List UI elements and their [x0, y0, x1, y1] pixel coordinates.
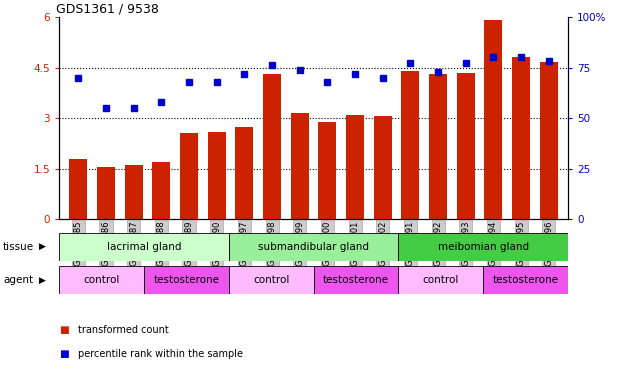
Text: lacrimal gland: lacrimal gland [107, 242, 181, 252]
Text: ▶: ▶ [39, 242, 46, 251]
Text: ▶: ▶ [39, 276, 46, 285]
Bar [483, 266, 568, 294]
Bar [314, 266, 399, 294]
Bar [152, 162, 170, 219]
Text: ■: ■ [59, 325, 69, 335]
Text: ■: ■ [59, 350, 69, 359]
Bar [229, 266, 314, 294]
Bar [97, 167, 115, 219]
Text: submandibular gland: submandibular gland [258, 242, 369, 252]
Text: control: control [253, 275, 289, 285]
Bar [319, 122, 337, 219]
Text: percentile rank within the sample: percentile rank within the sample [78, 350, 243, 359]
Bar [401, 71, 419, 219]
Text: testosterone: testosterone [493, 275, 559, 285]
Bar [291, 113, 309, 219]
Bar [457, 73, 475, 219]
Text: tissue: tissue [3, 242, 34, 252]
Bar [399, 232, 568, 261]
Text: agent: agent [3, 275, 34, 285]
Bar [125, 165, 143, 219]
Bar [59, 266, 144, 294]
Bar [540, 62, 558, 219]
Bar [208, 132, 226, 219]
Bar [144, 266, 229, 294]
Text: meibomian gland: meibomian gland [438, 242, 529, 252]
Bar [59, 232, 229, 261]
Text: testosterone: testosterone [153, 275, 219, 285]
Bar [70, 159, 88, 219]
Text: control: control [83, 275, 120, 285]
Bar [512, 57, 530, 219]
Text: testosterone: testosterone [323, 275, 389, 285]
Bar [235, 127, 253, 219]
Bar [263, 74, 281, 219]
Text: GDS1361 / 9538: GDS1361 / 9538 [57, 3, 160, 16]
Bar [346, 115, 364, 219]
Bar [374, 116, 392, 219]
Text: transformed count: transformed count [78, 325, 168, 335]
Bar [484, 20, 502, 219]
Bar [229, 232, 399, 261]
Bar [399, 266, 483, 294]
Bar [180, 134, 198, 219]
Text: control: control [423, 275, 459, 285]
Bar [429, 74, 447, 219]
